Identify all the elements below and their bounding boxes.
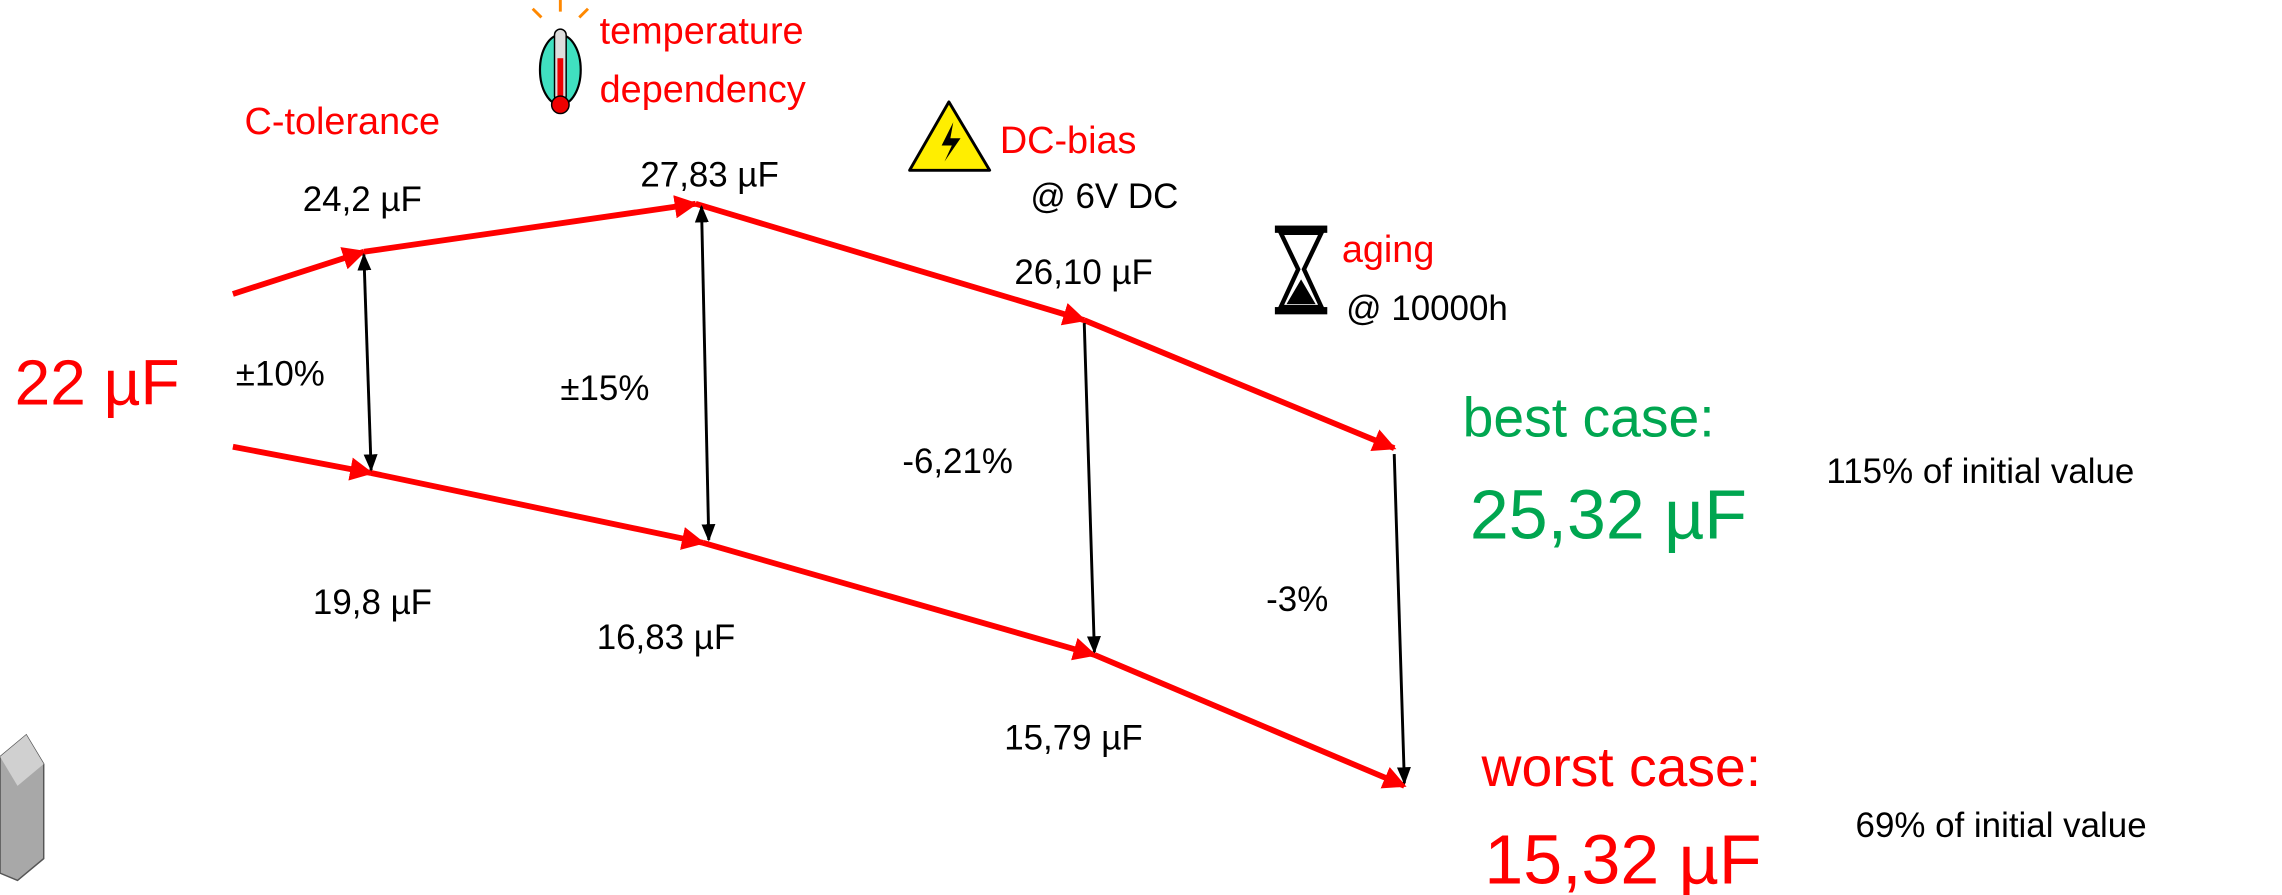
upper-value: 27,83 µF — [640, 155, 778, 194]
worst-case-value: 15,32 µF — [1484, 820, 1761, 895]
hourglass-icon — [1274, 225, 1328, 315]
capacitor-icon — [0, 733, 45, 882]
stage-title: temperature — [600, 11, 804, 53]
range-arrows — [357, 204, 1411, 785]
change: ±10% — [236, 355, 325, 394]
stage-title: C-tolerance — [245, 101, 441, 143]
upper-value: 24,2 µF — [303, 180, 422, 219]
stage-title: DC-bias — [1000, 120, 1137, 162]
stage-title: dependency — [600, 69, 806, 111]
lower-value: 19,8 µF — [313, 583, 432, 622]
stage-title: aging — [1342, 229, 1435, 271]
best-case-note: 115% of initial value — [1826, 452, 2134, 491]
best-case-label: best case: — [1463, 387, 1715, 449]
change: -3% — [1266, 580, 1328, 619]
lower-value: 15,79 µF — [1004, 718, 1142, 757]
warning-icon — [908, 100, 992, 172]
worst-case-label: worst case: — [1481, 736, 1762, 798]
change: -6,21% — [902, 442, 1013, 481]
condition: @ 6V DC — [1030, 177, 1178, 216]
upper-value: 26,10 µF — [1014, 253, 1152, 292]
nominal: 22 µF — [15, 347, 180, 419]
upper-path — [232, 195, 1397, 451]
condition: @ 10000h — [1346, 289, 1508, 328]
change: ±15% — [560, 369, 649, 408]
thermometer-icon — [531, 0, 590, 115]
worst-case-note: 69% of initial value — [1856, 806, 2147, 845]
lower-value: 16,83 µF — [597, 618, 735, 657]
lower-path — [232, 443, 1407, 789]
best-case-value: 25,32 µF — [1470, 475, 1747, 553]
